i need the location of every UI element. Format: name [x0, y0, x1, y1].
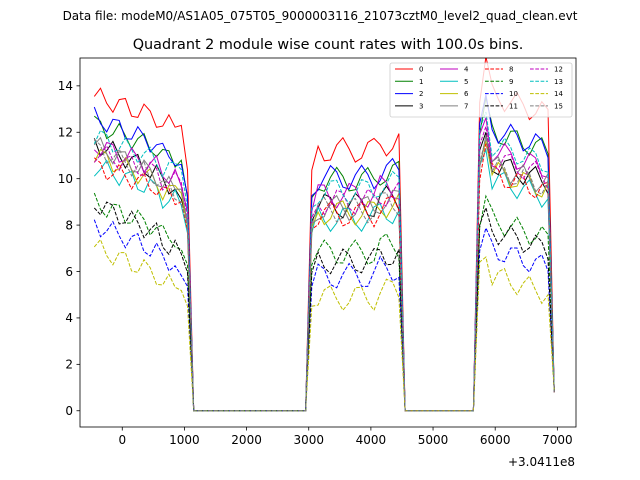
legend-label: 0: [419, 66, 423, 74]
legend-box: [389, 62, 573, 118]
legend-label: 13: [554, 78, 563, 86]
x-tick-label: 3000: [293, 433, 324, 447]
legend-label: 2: [419, 90, 423, 98]
legend-label: 3: [419, 102, 423, 110]
legend-label: 4: [464, 66, 469, 74]
series-line-13: [93, 111, 555, 412]
y-tick-label: 4: [65, 311, 73, 325]
x-tick-label: 5000: [418, 433, 449, 447]
figure-suptitle: Data file: modeM0/AS1A05_075T05_90000031…: [63, 9, 578, 23]
legend-label: 9: [509, 78, 513, 86]
legend-label: 8: [509, 66, 513, 74]
x-tick-label: 2000: [231, 433, 262, 447]
series-line-14: [93, 238, 555, 412]
legend-label: 1: [419, 78, 423, 86]
legend-label: 10: [509, 90, 518, 98]
series-line-11: [93, 201, 555, 412]
y-tick-label: 8: [65, 218, 73, 232]
series-line-15: [93, 137, 555, 412]
x-tick-label: 7000: [542, 433, 573, 447]
y-tick-label: 2: [65, 358, 73, 372]
y-tick-label: 0: [65, 404, 73, 418]
x-offset-label: +3.0411e8: [508, 455, 575, 469]
x-tick-label: 6000: [480, 433, 511, 447]
y-tick-label: 6: [65, 265, 73, 279]
plot-area: [79, 57, 577, 428]
chart-title: Quadrant 2 module wise count rates with …: [133, 37, 524, 53]
legend-label: 11: [509, 102, 518, 110]
y-tick-label: 10: [58, 172, 73, 186]
y-tick-label: 14: [58, 79, 73, 93]
legend-label: 12: [554, 66, 563, 74]
axes-frame: [79, 57, 577, 428]
x-tick-label: 4000: [356, 433, 387, 447]
legend-label: 7: [464, 102, 468, 110]
legend-label: 15: [554, 102, 563, 110]
series-line-9: [93, 192, 555, 412]
legend-label: 14: [554, 90, 563, 98]
legend-label: 6: [464, 90, 469, 98]
y-tick-label: 12: [58, 126, 73, 140]
x-tick-label: 1000: [169, 433, 200, 447]
legend-label: 5: [464, 78, 468, 86]
x-tick-label: 0: [118, 433, 126, 447]
